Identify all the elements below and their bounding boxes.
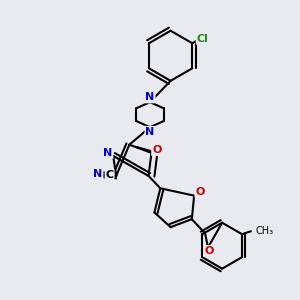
Text: N: N (103, 148, 112, 158)
Text: C: C (106, 170, 114, 180)
Text: N: N (146, 127, 154, 137)
Text: Cl: Cl (197, 34, 208, 44)
Text: N: N (146, 92, 154, 102)
Text: O: O (152, 145, 161, 155)
Text: CH₃: CH₃ (256, 226, 274, 236)
Text: O: O (195, 187, 205, 197)
Text: N: N (93, 169, 103, 179)
Text: O: O (204, 246, 214, 256)
